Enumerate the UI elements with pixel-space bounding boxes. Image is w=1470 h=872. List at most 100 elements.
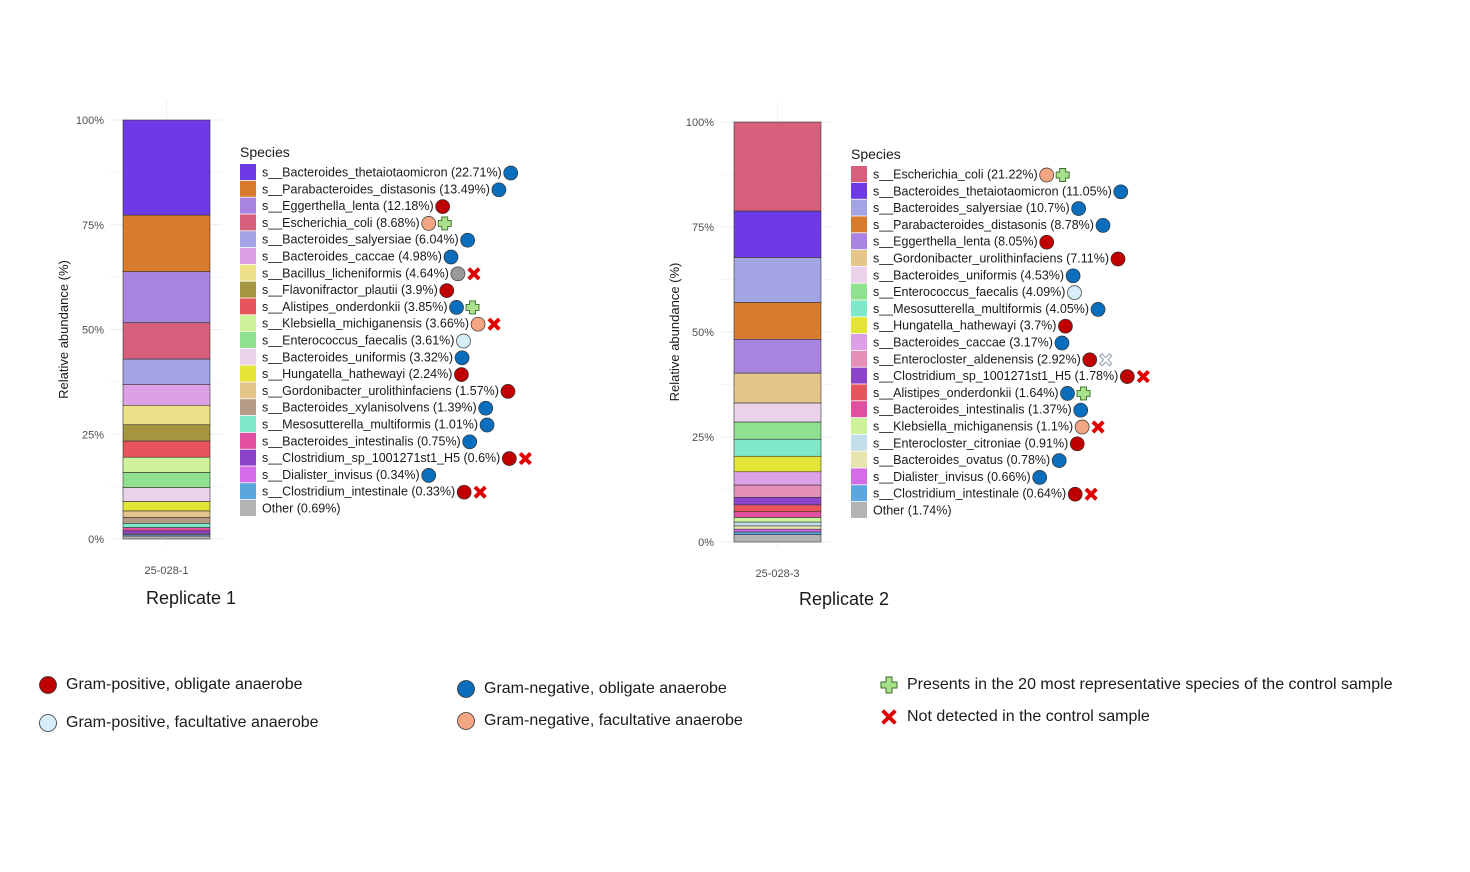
- legend-label: s__Clostridium_intestinale (0.33%): [262, 485, 455, 499]
- bar-segment: [733, 372, 822, 404]
- legend-swatch: [240, 231, 256, 248]
- blue-circle-icon: [1065, 268, 1081, 284]
- legend-label: s__Parabacteroides_distasonis (13.49%): [262, 182, 490, 196]
- red-cross-icon: [487, 317, 501, 331]
- legend-label: s__Bacteroides_ovatus (0.78%): [873, 453, 1050, 467]
- legend-item: s__Hungatella_hathewayi (3.7%): [851, 317, 1073, 334]
- bar-segment: [122, 523, 211, 528]
- salmon-circle-icon: [1074, 419, 1090, 435]
- white-cross-icon: [1099, 353, 1113, 367]
- blue-circle-icon: [478, 400, 494, 416]
- legend-swatch: [851, 350, 867, 367]
- legend-swatch: [240, 348, 256, 365]
- red-cross-icon: [1136, 370, 1150, 384]
- blue-circle-icon: [491, 182, 507, 198]
- light-blue-circle-icon: [456, 333, 471, 349]
- legend-label: s__Klebsiella_michiganensis (1.1%): [873, 420, 1073, 434]
- legend-title: Species: [240, 144, 290, 160]
- legend-swatch: [851, 283, 867, 300]
- legend-item: s__Alistipes_onderdonkii (3.85%): [240, 298, 480, 315]
- legend-label: s__Enterococcus_faecalis (3.61%): [262, 334, 454, 348]
- y-tick-label: 25%: [82, 429, 104, 441]
- red-cross-icon: [473, 485, 487, 499]
- legend-label: s__Escherichia_coli (8.68%): [262, 216, 420, 230]
- bar-segment: [122, 472, 211, 489]
- legend-item: s__Gordonibacter_urolithinfaciens (1.57%…: [240, 382, 516, 399]
- bar-segment: [733, 517, 822, 523]
- legend-item: s__Escherichia_coli (21.22%): [851, 166, 1070, 183]
- red-circle-icon: [1119, 369, 1135, 384]
- legend-swatch: [851, 182, 867, 199]
- legend-label: s__Clostridium_sp_1001271st1_H5 (0.6%): [262, 451, 500, 465]
- legend-swatch: [240, 399, 256, 416]
- legend-item: Other (0.69%): [240, 500, 341, 516]
- legend-item: s__Parabacteroides_distasonis (8.78%): [851, 216, 1111, 233]
- x-tick-label: 25-028-1: [144, 565, 188, 577]
- red-circle-icon: [1069, 436, 1085, 452]
- legend-swatch: [240, 382, 256, 399]
- bar-segment: [733, 534, 822, 543]
- legend-swatch: [240, 214, 256, 231]
- legend-swatch: [851, 485, 867, 502]
- legend-label: s__Bacteroides_salyersiae (6.04%): [262, 233, 459, 247]
- bar-segment: [733, 455, 822, 473]
- legend-item: s__Klebsiella_michiganensis (3.66%): [240, 315, 501, 332]
- legend-swatch: [851, 166, 867, 182]
- legend-label: s__Bacteroides_thetaiotaomicron (11.05%): [873, 184, 1112, 198]
- chart-replicate-1: 0% 25% 50% 75% 100% Relative abundance (%) 25-…: [56, 100, 532, 608]
- legend-label: s__Dialister_invisus (0.66%): [873, 470, 1031, 484]
- y-tick-label: 0%: [698, 537, 714, 549]
- y-tick-label: 0%: [88, 534, 104, 546]
- legend-swatch: [240, 466, 256, 483]
- bar-segment: [733, 531, 822, 535]
- legend-swatch: [240, 332, 256, 348]
- legend-label: Other (1.74%): [873, 504, 952, 518]
- legend-label: s__Eggerthella_lenta (8.05%): [873, 235, 1038, 249]
- red-circle-icon: [439, 283, 455, 298]
- blue-circle-icon: [462, 434, 478, 450]
- red-cross-icon: [1084, 487, 1098, 501]
- red-circle-icon: [1110, 251, 1126, 267]
- legend-item: s__Enterococcus_faecalis (3.61%): [240, 332, 471, 349]
- salmon-circle-icon: [1039, 167, 1055, 183]
- legend-swatch: [851, 401, 867, 418]
- green-plus-icon: [1055, 168, 1070, 182]
- legend-label: s__Hungatella_hathewayi (2.24%): [262, 367, 452, 381]
- bar-segment: [733, 471, 822, 486]
- legend-swatch: [851, 502, 867, 518]
- blue-circle-icon: [1073, 402, 1089, 418]
- legend-swatch: [851, 216, 867, 233]
- bar-segment: [733, 257, 822, 303]
- legend-swatch: [240, 365, 256, 382]
- bar-segment: [733, 339, 822, 374]
- legend-swatch: [851, 468, 867, 485]
- y-axis-label: Relative abundance (%): [56, 260, 71, 399]
- legend-item: s__Bacteroides_uniformis (3.32%): [240, 348, 470, 366]
- legend-label: s__Enterocloster_aldenensis (2.92%): [873, 352, 1081, 366]
- red-circle-icon: [1082, 352, 1098, 368]
- legend-item: s__Bacteroides_thetaiotaomicron (11.05%): [851, 182, 1129, 200]
- blue-circle-icon: [454, 350, 470, 366]
- legend-swatch: [851, 434, 867, 451]
- red-circle-icon: [456, 484, 472, 500]
- legend-item: s__Clostridium_intestinale (0.33%): [240, 483, 487, 500]
- bar-segment: [122, 527, 211, 532]
- legend-label: s__Gordonibacter_urolithinfaciens (1.57%…: [262, 384, 499, 398]
- bar-segment: [733, 210, 822, 258]
- legend-label: s__Bacteroides_uniformis (4.53%): [873, 268, 1064, 282]
- blue-circle-icon: [1032, 470, 1048, 485]
- y-tick-label: 25%: [692, 432, 714, 444]
- legend-label: s__Hungatella_hathewayi (3.7%): [873, 319, 1056, 333]
- legend-swatch: [851, 233, 867, 250]
- legend-swatch: [851, 317, 867, 334]
- legend-item: s__Bacteroides_intestinalis (1.37%): [851, 401, 1089, 418]
- bar-segment: [122, 440, 211, 458]
- legend-label: s__Bacteroides_intestinalis (0.75%): [262, 434, 461, 448]
- y-tick-label: 100%: [76, 115, 104, 127]
- legend-swatch: [851, 384, 867, 401]
- legend-item: s__Bacteroides_ovatus (0.78%): [851, 451, 1067, 468]
- green-plus-icon: [465, 300, 480, 315]
- legend-label: s__Alistipes_onderdonkii (1.64%): [873, 386, 1059, 400]
- legend-label: s__Bacteroides_xylanisolvens (1.39%): [262, 401, 477, 415]
- bar-segment: [122, 535, 211, 540]
